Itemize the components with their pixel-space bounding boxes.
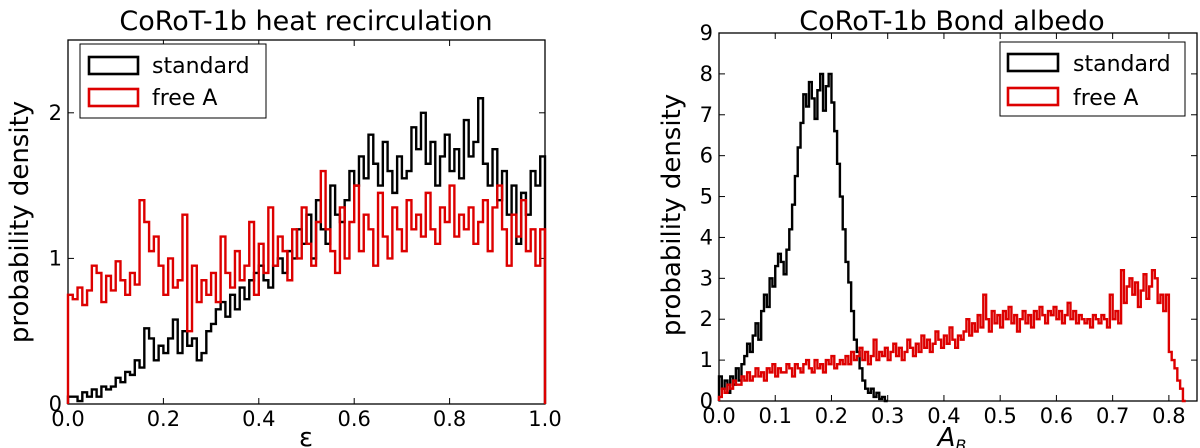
- legend: standard free A: [79, 43, 267, 119]
- x-tick-label: 0.8: [433, 407, 466, 431]
- x-tick-label: 0.0: [51, 407, 84, 431]
- bond-albedo-panel: CoRoT-1b Bond albedo 0.0 0.1 0.2 0.3 0.4 0.5 0…: [657, 6, 1198, 448]
- x-tick-label: 0.4: [242, 407, 275, 431]
- x-tick-label: 0.1: [759, 404, 792, 428]
- legend: standard free A: [999, 41, 1186, 117]
- y-tick-label: 9: [700, 21, 713, 45]
- heat-series-free-a: [66, 169, 547, 404]
- legend-label-free-a: free A: [1073, 86, 1138, 111]
- chart-title: CoRoT-1b Bond albedo: [799, 6, 1104, 37]
- y-tick-label: 1: [700, 348, 713, 372]
- y-tick-label: 5: [700, 185, 713, 209]
- series-group: [66, 97, 547, 404]
- legend-swatch-free-a: [87, 87, 140, 108]
- series-group: [717, 72, 1186, 403]
- y-tick-label: 3: [700, 266, 713, 290]
- y-tick-label: 2: [49, 101, 62, 125]
- x-tick-label: 0.2: [147, 407, 180, 431]
- plot-frame: [718, 32, 1198, 402]
- x-tick-label: 0.8: [1152, 404, 1185, 428]
- y-tick-label: 0: [49, 392, 62, 416]
- y-tick-label: 4: [700, 225, 713, 249]
- x-tick-label: 0.0: [702, 404, 735, 428]
- x-tick-label: 0.6: [1040, 404, 1073, 428]
- y-tick-label: 2: [700, 307, 713, 331]
- axis-ticks: 0.0 0.1 0.2 0.3 0.4 0.5 0.6 0.7 0.8 0 1 2 3 4 5 6 7 8 9: [700, 21, 1197, 428]
- y-tick-label: 7: [700, 103, 713, 127]
- y-tick-label: 1: [49, 246, 62, 270]
- legend-label-standard: standard: [1073, 52, 1171, 77]
- legend-label-standard: standard: [152, 54, 250, 79]
- x-tick-label: 0.3: [871, 404, 904, 428]
- legend-swatch-standard: [1006, 52, 1060, 73]
- x-axis-label: ε: [299, 423, 313, 448]
- albedo-series-free-a: [717, 268, 1186, 403]
- y-axis-label: probability density: [5, 101, 35, 343]
- x-tick-label: 0.7: [1096, 404, 1129, 428]
- x-tick-label: 0.6: [337, 407, 370, 431]
- y-tick-label: 8: [700, 62, 713, 86]
- heat-recirculation-panel: CoRoT-1b heat recirculation 0.0 0.2 0.4 0.6…: [5, 6, 562, 448]
- chart-title: CoRoT-1b heat recirculation: [119, 6, 492, 37]
- y-tick-label: 0: [700, 389, 713, 413]
- y-tick-label: 6: [700, 144, 713, 168]
- x-tick-label: 0.2: [815, 404, 848, 428]
- y-axis-label: probability density: [657, 94, 687, 336]
- x-tick-label: 0.4: [927, 404, 960, 428]
- x-axis-label: AB: [936, 423, 967, 448]
- legend-swatch-standard: [87, 55, 140, 76]
- legend-label-free-a: free A: [152, 86, 217, 111]
- legend-swatch-free-a: [1006, 86, 1060, 107]
- x-tick-label: 1.0: [528, 407, 561, 431]
- axis-ticks: 0.0 0.2 0.4 0.6 0.8 1.0 0 1 2: [49, 40, 562, 431]
- x-tick-label: 0.5: [983, 404, 1016, 428]
